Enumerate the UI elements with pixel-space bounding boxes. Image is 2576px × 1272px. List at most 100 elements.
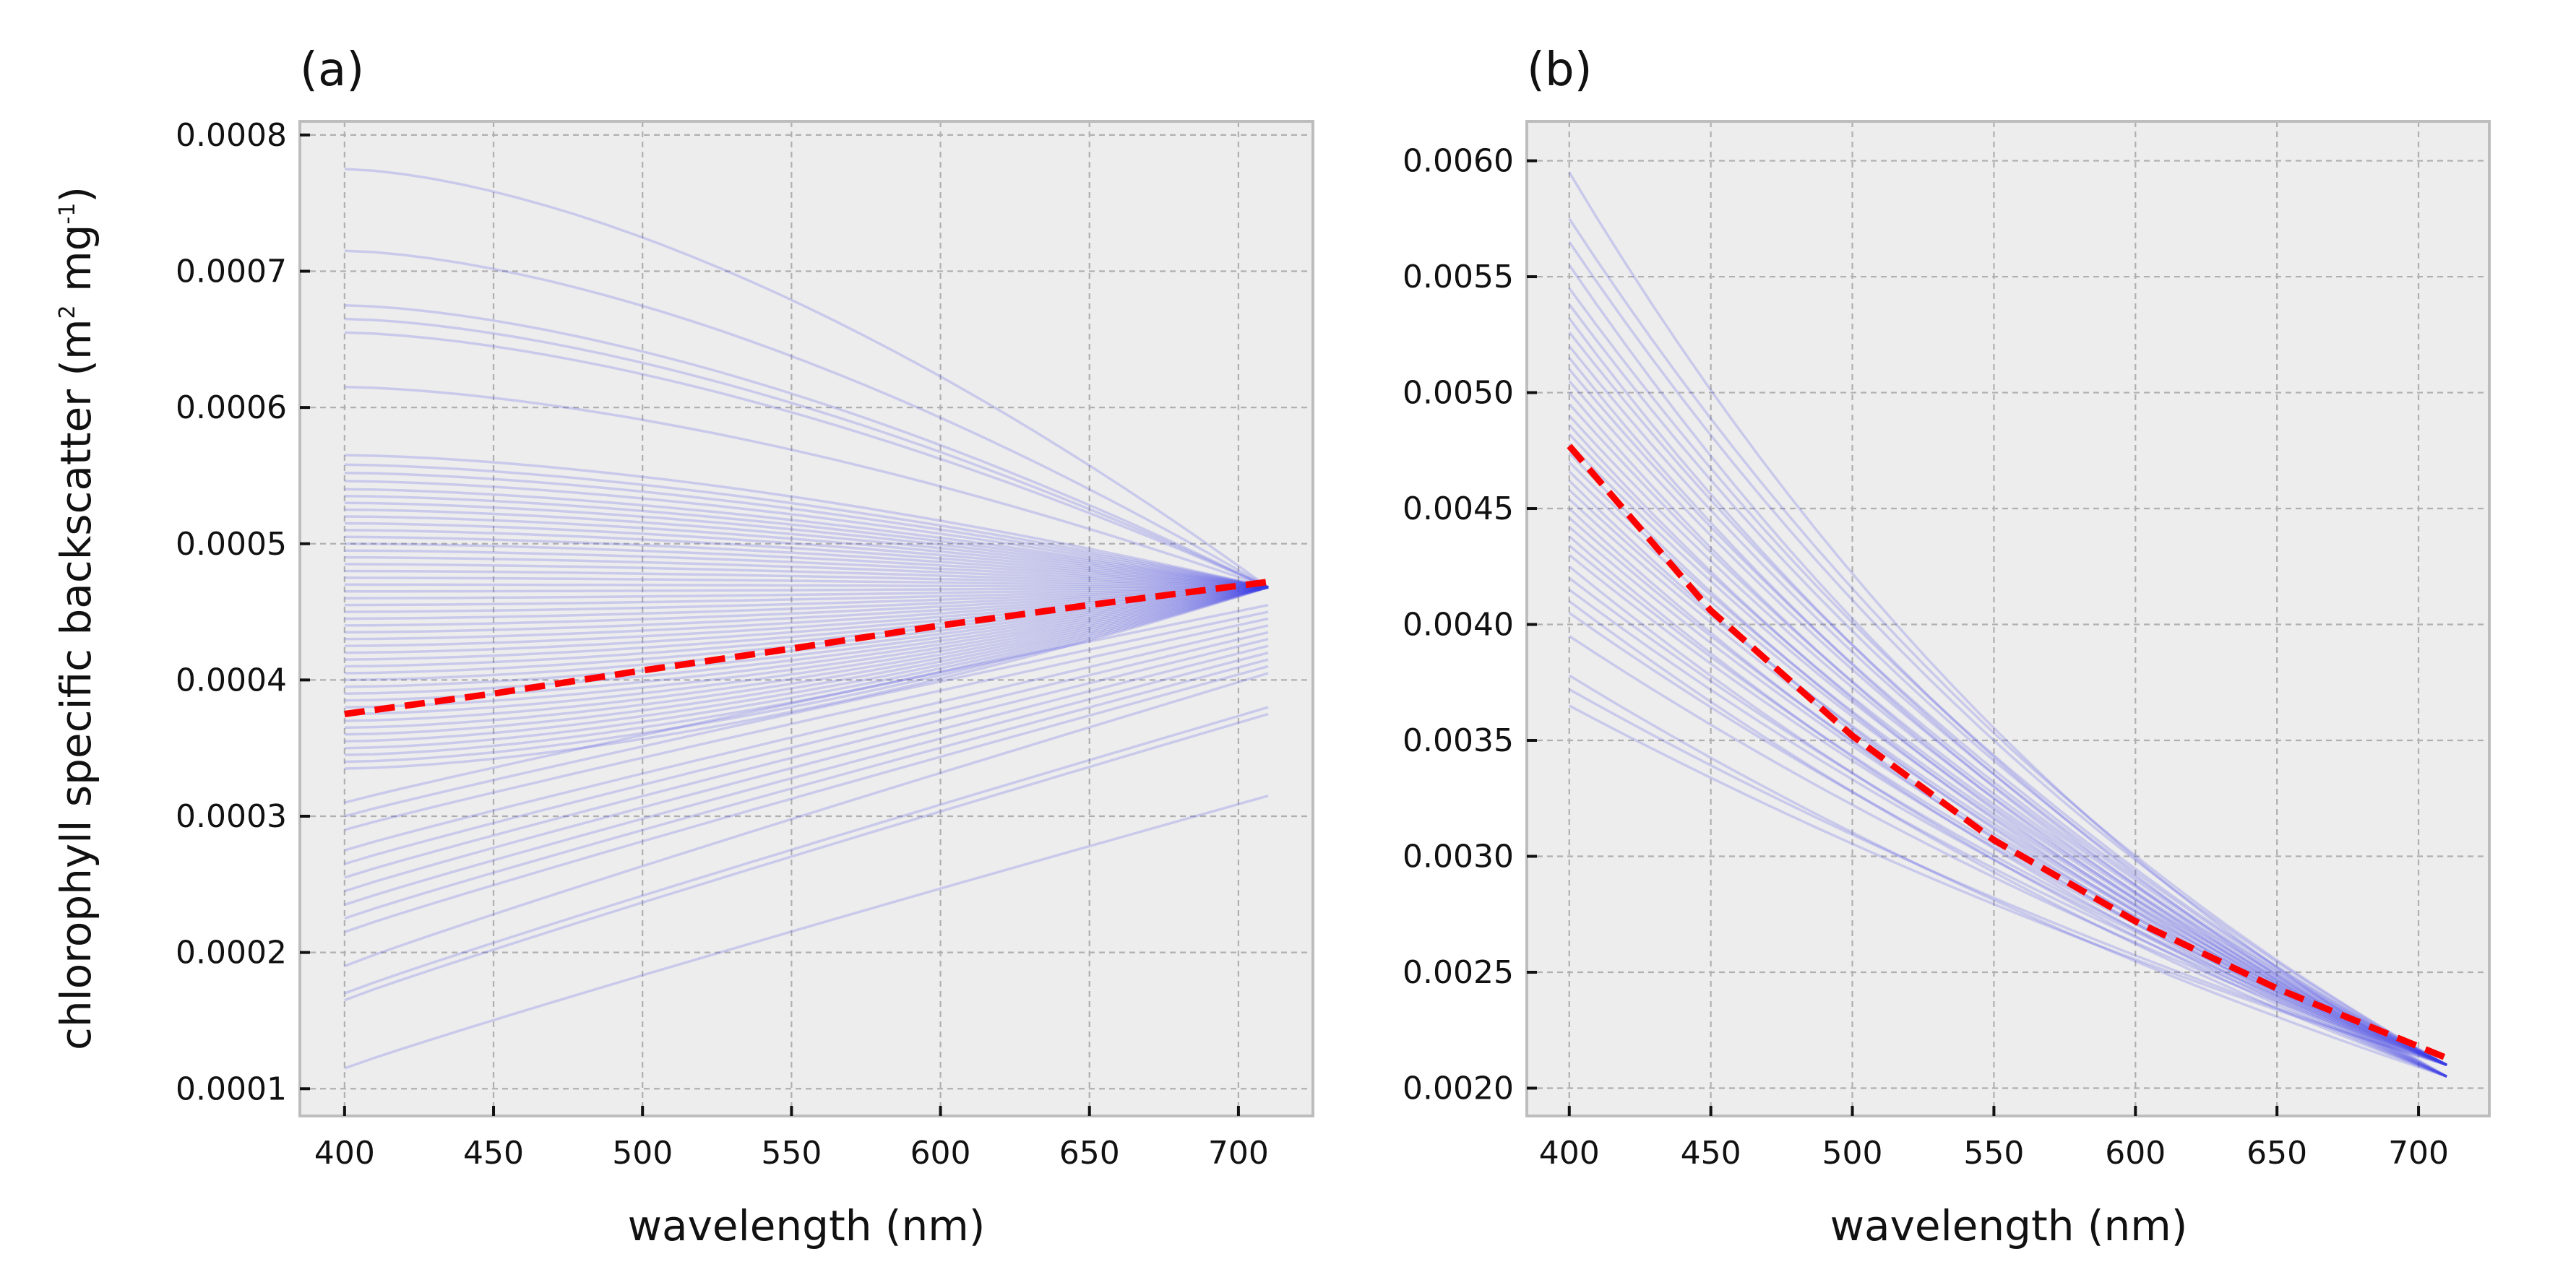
panel-a-grid	[300, 121, 1313, 1116]
panel-b-x-tick-label: 650	[2247, 1135, 2307, 1172]
panel-b-x-tick-label: 550	[1963, 1135, 2024, 1172]
panel-a-ensemble-line	[344, 494, 1269, 589]
panel-b-y-tick-label: 0.0055	[1403, 259, 1514, 295]
panel-a-ensemble-line	[344, 515, 1269, 589]
panel-a-ensemble-line	[344, 586, 1269, 736]
panel-b-plot-area	[1527, 121, 2489, 1116]
y-label-mid: mg	[51, 225, 100, 306]
panel-a-ensemble-line	[344, 665, 1269, 933]
panel-a-ensemble-line	[344, 583, 1269, 589]
panel-a-ensemble-line	[344, 586, 1269, 593]
panel-b-ensemble-line	[1568, 635, 2447, 1067]
y-label-sup-2: -1	[55, 203, 80, 225]
panel-a-y-tick-label: 0.0005	[176, 526, 287, 563]
panel-b-ensemble-line	[1568, 368, 2447, 1066]
panel-a-ensemble-line	[344, 586, 1269, 661]
panel-b-ticks: 400 450 500 550 600 650 700 0.0020 0.0025 0.0030 0…	[1403, 143, 2449, 1172]
panel-a-ensemble-line	[344, 522, 1269, 589]
panel-a-y-tick-label: 0.0004	[176, 662, 287, 698]
panel-a-ensemble-line	[344, 249, 1269, 589]
panel-b-ensemble-line	[1568, 553, 2447, 1067]
panel-a-y-tick-label: 0.0001	[176, 1070, 287, 1107]
panel-b-ensemble-line	[1568, 303, 2448, 1066]
panel-a-ensemble-line	[344, 586, 1269, 620]
panel-a-ensemble-line	[344, 480, 1269, 589]
panel-a-ensemble-line	[344, 712, 1269, 1002]
panel-b-ensemble-line	[1568, 704, 2447, 1067]
panel-a-label: (a)	[300, 43, 364, 97]
panel-b-x-tick-label: 700	[2388, 1135, 2449, 1172]
panel-a-ensemble-line	[344, 303, 1269, 589]
panel-a: 400 450 500 550 600 650 700 0.0001 0.0002 0.0003 0…	[51, 43, 1314, 1250]
panel-b-y-tick-label: 0.0045	[1403, 490, 1514, 527]
panel-a-y-tick-label: 0.0003	[176, 798, 287, 835]
panel-a-series	[344, 168, 1270, 1070]
panel-b-ensemble-line	[1568, 451, 2447, 1078]
panel-a-ensemble-line	[344, 672, 1269, 968]
panel-a-ensemble-line	[344, 576, 1269, 589]
panel-a-ensemble-line	[344, 542, 1269, 589]
panel-a-ensemble-line	[344, 795, 1269, 1070]
panel-a-x-tick-label: 650	[1059, 1135, 1120, 1172]
panel-a-ensemble-line	[344, 168, 1270, 589]
panel-b-ensemble-line	[1568, 600, 2447, 1078]
panel-b-ensemble-line	[1568, 264, 2448, 1078]
panel-a-ensemble-line	[344, 586, 1269, 695]
panel-b-ensemble-line	[1568, 545, 2447, 1067]
panel-a-ensemble-line	[344, 569, 1269, 589]
panel-b: 400 450 500 550 600 650 700 0.0020 0.0025 0.0030 0…	[1403, 43, 2491, 1250]
panel-b-ensemble-line	[1568, 688, 2447, 1067]
panel-a-ensemble-line	[344, 586, 1269, 743]
panel-b-ensemble-line	[1568, 507, 2447, 1078]
panel-b-ensemble-line	[1568, 241, 2448, 1066]
panel-b-ensemble-line	[1568, 415, 2447, 1066]
panel-a-ensemble-line	[344, 652, 1269, 907]
panel-a-x-tick-label: 600	[910, 1135, 971, 1172]
panel-a-ensemble-line	[344, 586, 1269, 688]
panel-b-mean-line	[1567, 444, 2448, 1061]
panel-a-ticks: 400 450 500 550 600 650 700 0.0001 0.0002 0.0003 0…	[176, 117, 1269, 1172]
panel-b-ensemble-line	[1568, 674, 2447, 1078]
panel-a-ensemble-line	[344, 586, 1269, 722]
panel-b-ensemble-line	[1568, 565, 2447, 1078]
panel-b-grid	[1527, 121, 2489, 1116]
panel-b-frame	[1525, 120, 2491, 1117]
panel-b-ensemble-line	[1568, 403, 2447, 1066]
panel-b-ensemble-line	[1568, 345, 2447, 1066]
panel-a-ensemble-line	[344, 488, 1269, 589]
panel-b-x-tick-label: 400	[1539, 1135, 1600, 1172]
panel-a-ensemble-line	[344, 586, 1269, 600]
panel-b-x-axis-label: wavelength (nm)	[1830, 1201, 2188, 1250]
panel-a-ensemble-line	[344, 617, 1269, 831]
panel-b-ensemble-line	[1568, 535, 2447, 1078]
panel-a-ensemble-line	[344, 586, 1269, 613]
panel-b-ensemble-line	[1568, 317, 2448, 1078]
panel-a-ensemble-line	[344, 624, 1269, 852]
panel-a-ensemble-line	[344, 644, 1269, 893]
y-label-sup-1: 2	[55, 305, 80, 319]
panel-a-ensemble-line	[344, 463, 1269, 589]
panel-a-ensemble-line	[344, 586, 1269, 709]
panel-a-y-tick-label: 0.0008	[176, 117, 287, 154]
panel-b-ensemble-line	[1568, 171, 2448, 1078]
panel-a-ensemble-line	[344, 317, 1269, 589]
y-label-main: chlorophyll specific backscatter (m	[51, 319, 100, 1050]
panel-a-ensemble-line	[344, 549, 1269, 589]
panel-b-y-tick-label: 0.0060	[1403, 143, 1514, 180]
panel-b-x-tick-label: 450	[1681, 1135, 1741, 1172]
panel-a-x-tick-label: 450	[463, 1135, 524, 1172]
panel-a-x-tick-label: 700	[1208, 1135, 1269, 1172]
panel-b-ensemble-line	[1568, 442, 2447, 1066]
panel-b-x-tick-label: 600	[2105, 1135, 2166, 1172]
panel-a-ensemble-line	[344, 586, 1269, 756]
y-label-end: )	[51, 186, 100, 203]
panel-b-x-tick-label: 500	[1822, 1135, 1883, 1172]
panel-a-ensemble-line	[344, 586, 1269, 730]
panel-b-ensemble-line	[1568, 287, 2448, 1066]
panel-b-y-tick-label: 0.0040	[1403, 607, 1514, 644]
panel-b-y-tick-label: 0.0020	[1403, 1070, 1514, 1107]
panel-b-y-tick-label: 0.0050	[1403, 375, 1514, 412]
panel-a-ensemble-line	[344, 555, 1269, 589]
panel-a-ensemble-line	[344, 610, 1269, 818]
